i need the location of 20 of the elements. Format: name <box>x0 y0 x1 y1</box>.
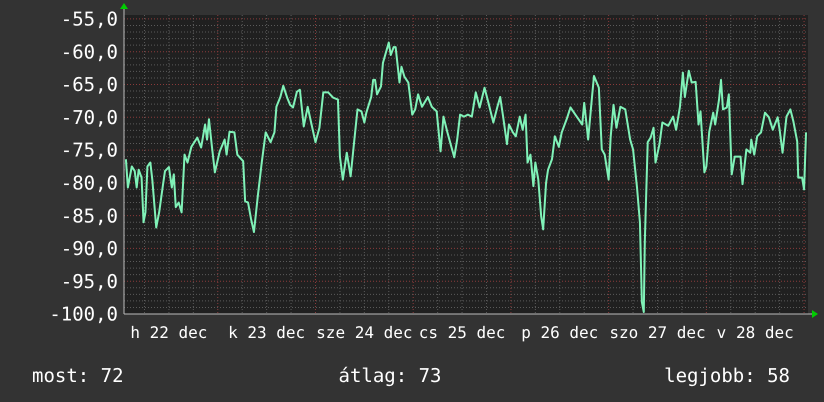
text: most: 72 <box>32 365 124 387</box>
x-tick-label: k 23 dec <box>228 323 306 342</box>
y-tick-label: -80,0 <box>60 172 118 195</box>
x-tick-label: p 26 dec <box>521 323 598 342</box>
y-tick-label: -75,0 <box>60 140 118 162</box>
x-tick-label: szo 27 dec <box>609 323 706 342</box>
y-tick-label: -90,0 <box>60 238 118 260</box>
y-tick-label: -70,0 <box>60 106 118 129</box>
y-tick-label: -55,0 <box>60 8 118 31</box>
x-tick-label: v 28 dec <box>716 323 794 342</box>
y-tick-label: -60,0 <box>60 41 118 64</box>
text: legjobb: 58 <box>664 365 790 387</box>
y-tick-label: -95,0 <box>60 270 118 293</box>
y-tick-label: -65,0 <box>60 74 118 96</box>
y-tick-label: -85,0 <box>60 205 118 228</box>
x-tick-label: sze 24 dec <box>316 323 413 342</box>
y-tick-label: -100,0 <box>49 304 118 326</box>
x-tick-label: cs 25 dec <box>418 323 506 342</box>
text: átlag: 73 <box>338 365 442 387</box>
x-tick-label: h 22 dec <box>130 323 208 342</box>
